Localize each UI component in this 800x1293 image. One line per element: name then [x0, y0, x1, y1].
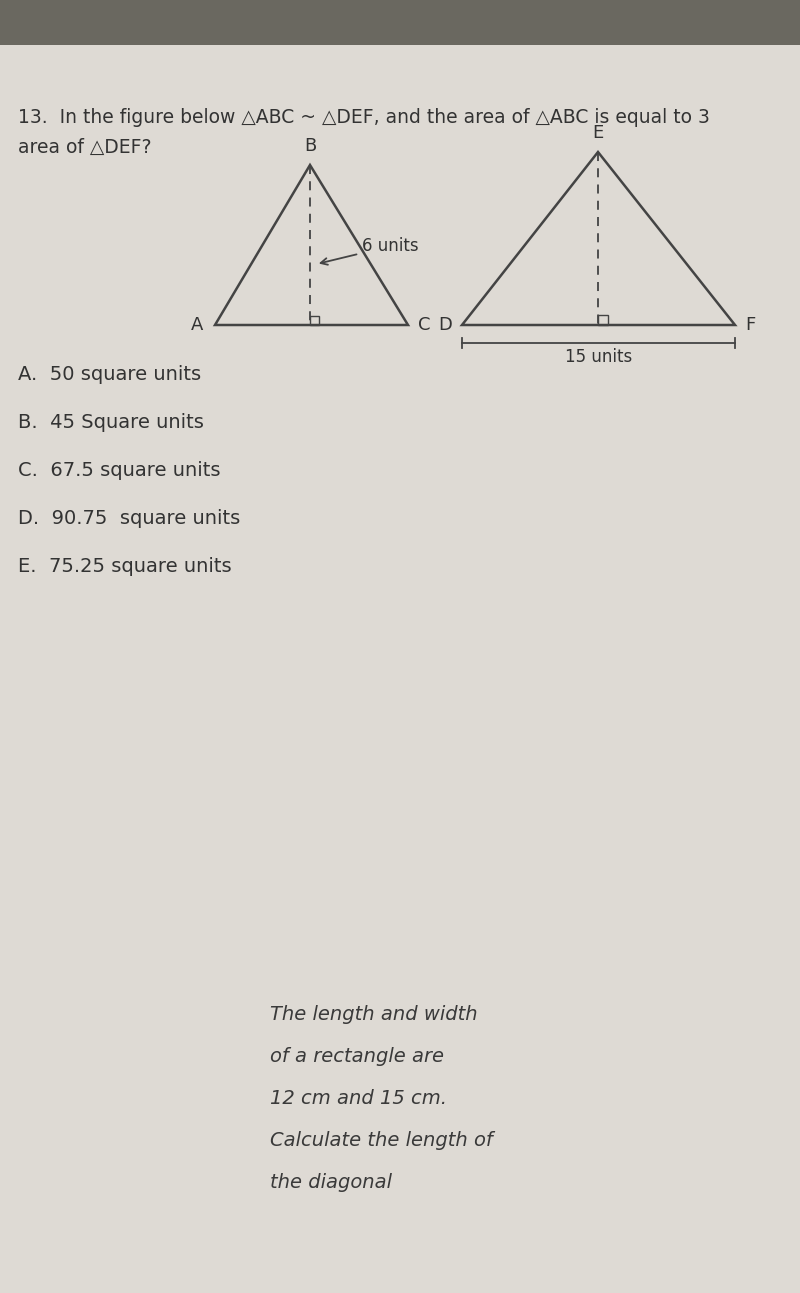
Text: E.  75.25 square units: E. 75.25 square units — [18, 557, 232, 575]
Text: the diagonal: the diagonal — [270, 1173, 392, 1192]
Text: F: F — [745, 315, 755, 334]
Text: A: A — [190, 315, 203, 334]
Text: E: E — [592, 124, 604, 142]
Text: of a rectangle are: of a rectangle are — [270, 1047, 444, 1065]
Text: area of △DEF?: area of △DEF? — [18, 138, 151, 156]
Text: 12 cm and 15 cm.: 12 cm and 15 cm. — [270, 1089, 447, 1108]
Bar — [310, 315, 319, 325]
Text: 13.  In the figure below △ABC ~ △DEF, and the area of △ABC is equal to 3: 13. In the figure below △ABC ~ △DEF, and… — [18, 109, 710, 127]
Text: C.  67.5 square units: C. 67.5 square units — [18, 462, 221, 480]
Text: A.  50 square units: A. 50 square units — [18, 365, 201, 384]
Text: B: B — [304, 137, 316, 155]
Text: 15 units: 15 units — [565, 348, 632, 366]
Bar — [598, 315, 608, 325]
Text: D: D — [438, 315, 452, 334]
Text: D.  90.75  square units: D. 90.75 square units — [18, 509, 240, 528]
Text: B.  45 Square units: B. 45 Square units — [18, 412, 204, 432]
Text: 6 units: 6 units — [321, 237, 418, 265]
Bar — [0, 0, 800, 45]
Text: C: C — [418, 315, 430, 334]
Text: Calculate the length of: Calculate the length of — [270, 1131, 493, 1149]
Text: The length and width: The length and width — [270, 1005, 478, 1024]
